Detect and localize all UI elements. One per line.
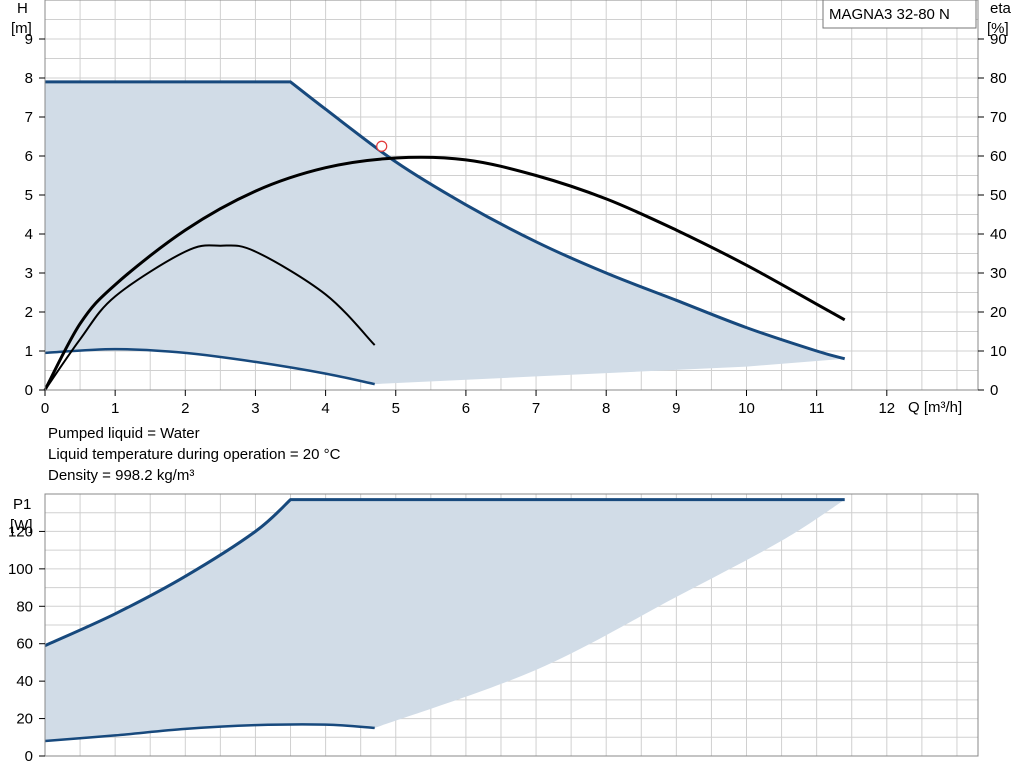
x-tick-label: 2 bbox=[181, 400, 189, 417]
chart-title-box bbox=[822, 0, 977, 29]
y2-tick-label: 50 bbox=[990, 187, 1007, 204]
x-tick-label: 6 bbox=[462, 400, 470, 417]
y-tick-label: 3 bbox=[25, 265, 33, 282]
x-tick-label: 12 bbox=[878, 400, 895, 417]
min-power-curve bbox=[44, 723, 375, 743]
x-axis-label-q: Q [m³/h] bbox=[908, 399, 962, 416]
y-axis-label-p1: P1 bbox=[13, 496, 31, 513]
x-tick-label: 4 bbox=[321, 400, 329, 417]
power-envelope-fill bbox=[45, 499, 845, 741]
y-tick-label: 0 bbox=[25, 382, 33, 399]
power-chart: 0 20 40 60 80 100 120 P1 [W] bbox=[8, 493, 979, 765]
x-tick-label: 9 bbox=[672, 400, 680, 417]
x-tick-label: 0 bbox=[41, 400, 49, 417]
y2-tick-label: 30 bbox=[990, 265, 1007, 282]
power-chart-ticks: 0 20 40 60 80 100 120 bbox=[8, 523, 45, 765]
y2-tick-label: 60 bbox=[990, 148, 1007, 165]
duty-point-marker bbox=[376, 140, 388, 152]
y-tick-label: 7 bbox=[25, 109, 33, 126]
min-head-curve bbox=[44, 347, 375, 386]
y2-tick-label: 10 bbox=[990, 343, 1007, 360]
y-tick-label: 8 bbox=[25, 70, 33, 87]
y2-tick-label: 0 bbox=[990, 382, 998, 399]
y-axis-label-h: H bbox=[17, 0, 28, 17]
y2-tick-label: 20 bbox=[990, 304, 1007, 321]
y-tick-label: 9 bbox=[25, 31, 33, 48]
y-tick-label: 2 bbox=[25, 304, 33, 321]
density-note: Density = 998.2 kg/m³ bbox=[48, 467, 195, 484]
x-tick-label: 8 bbox=[602, 400, 610, 417]
y-tick-label: 20 bbox=[16, 711, 33, 728]
y-tick-label: 80 bbox=[16, 598, 33, 615]
x-tick-label: 11 bbox=[809, 400, 825, 417]
x-tick-label: 7 bbox=[532, 400, 540, 417]
min-efficiency-curve bbox=[44, 244, 376, 391]
y-tick-label: 120 bbox=[8, 523, 33, 540]
y2-tick-label: 80 bbox=[990, 70, 1007, 87]
y2-axis-label-eta: eta bbox=[990, 0, 1012, 17]
max-head-curve bbox=[45, 80, 846, 361]
max-power-curve bbox=[44, 498, 845, 647]
head-chart-ticks: 0 1 2 3 4 5 6 7 8 9 10 11 12012345678901020304050607… bbox=[25, 31, 1007, 417]
y2-tick-label: 40 bbox=[990, 226, 1007, 243]
x-tick-label: 10 bbox=[738, 400, 755, 417]
head-efficiency-chart: 0 1 2 3 4 5 6 7 8 9 10 11 12012345678901020304050607… bbox=[11, 0, 1012, 417]
pumped-liquid-note: Pumped liquid = Water bbox=[48, 425, 200, 442]
y-tick-label: 60 bbox=[16, 636, 33, 653]
y-tick-label: 0 bbox=[25, 748, 33, 765]
max-efficiency-curve bbox=[43, 155, 846, 391]
liquid-temperature-note: Liquid temperature during operation = 20… bbox=[48, 446, 341, 463]
y2-tick-label: 90 bbox=[990, 31, 1007, 48]
x-tick-label: 3 bbox=[251, 400, 259, 417]
power-chart-curves bbox=[44, 498, 845, 743]
head-envelope-area bbox=[45, 81, 845, 385]
y2-axis-unit-eta: [%] bbox=[987, 20, 1009, 37]
power-chart-frame bbox=[44, 493, 979, 757]
y-tick-label: 6 bbox=[25, 148, 33, 165]
power-envelope-area bbox=[45, 499, 845, 741]
y-tick-label: 5 bbox=[25, 187, 33, 204]
x-tick-label: 1 bbox=[111, 400, 119, 417]
head-chart-curves bbox=[43, 80, 846, 391]
chart-title: MAGNA3 32-80 N bbox=[829, 6, 950, 23]
y-axis-unit-h: [m] bbox=[11, 20, 32, 37]
y2-tick-label: 70 bbox=[990, 109, 1007, 126]
y-tick-label: 100 bbox=[8, 561, 33, 578]
y-tick-label: 1 bbox=[25, 343, 33, 360]
y-axis-unit-p1: [W] bbox=[10, 517, 33, 534]
y-tick-label: 40 bbox=[16, 673, 33, 690]
y-tick-label: 4 bbox=[25, 226, 33, 243]
head-envelope-fill bbox=[45, 81, 845, 385]
x-tick-label: 5 bbox=[392, 400, 400, 417]
